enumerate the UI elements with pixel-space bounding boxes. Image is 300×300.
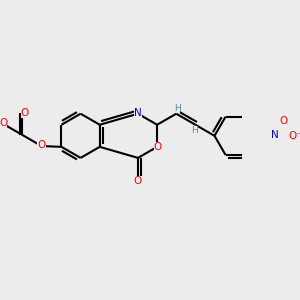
Text: O: O bbox=[279, 116, 288, 126]
Text: N: N bbox=[134, 108, 142, 118]
Text: O: O bbox=[38, 140, 46, 150]
Text: O: O bbox=[0, 118, 8, 128]
Text: O⁻: O⁻ bbox=[288, 131, 300, 141]
Text: O: O bbox=[134, 176, 142, 186]
Text: H: H bbox=[174, 104, 180, 113]
Text: O: O bbox=[21, 108, 29, 118]
Text: O: O bbox=[154, 142, 162, 152]
Text: N: N bbox=[272, 130, 279, 140]
Text: H: H bbox=[191, 126, 198, 135]
